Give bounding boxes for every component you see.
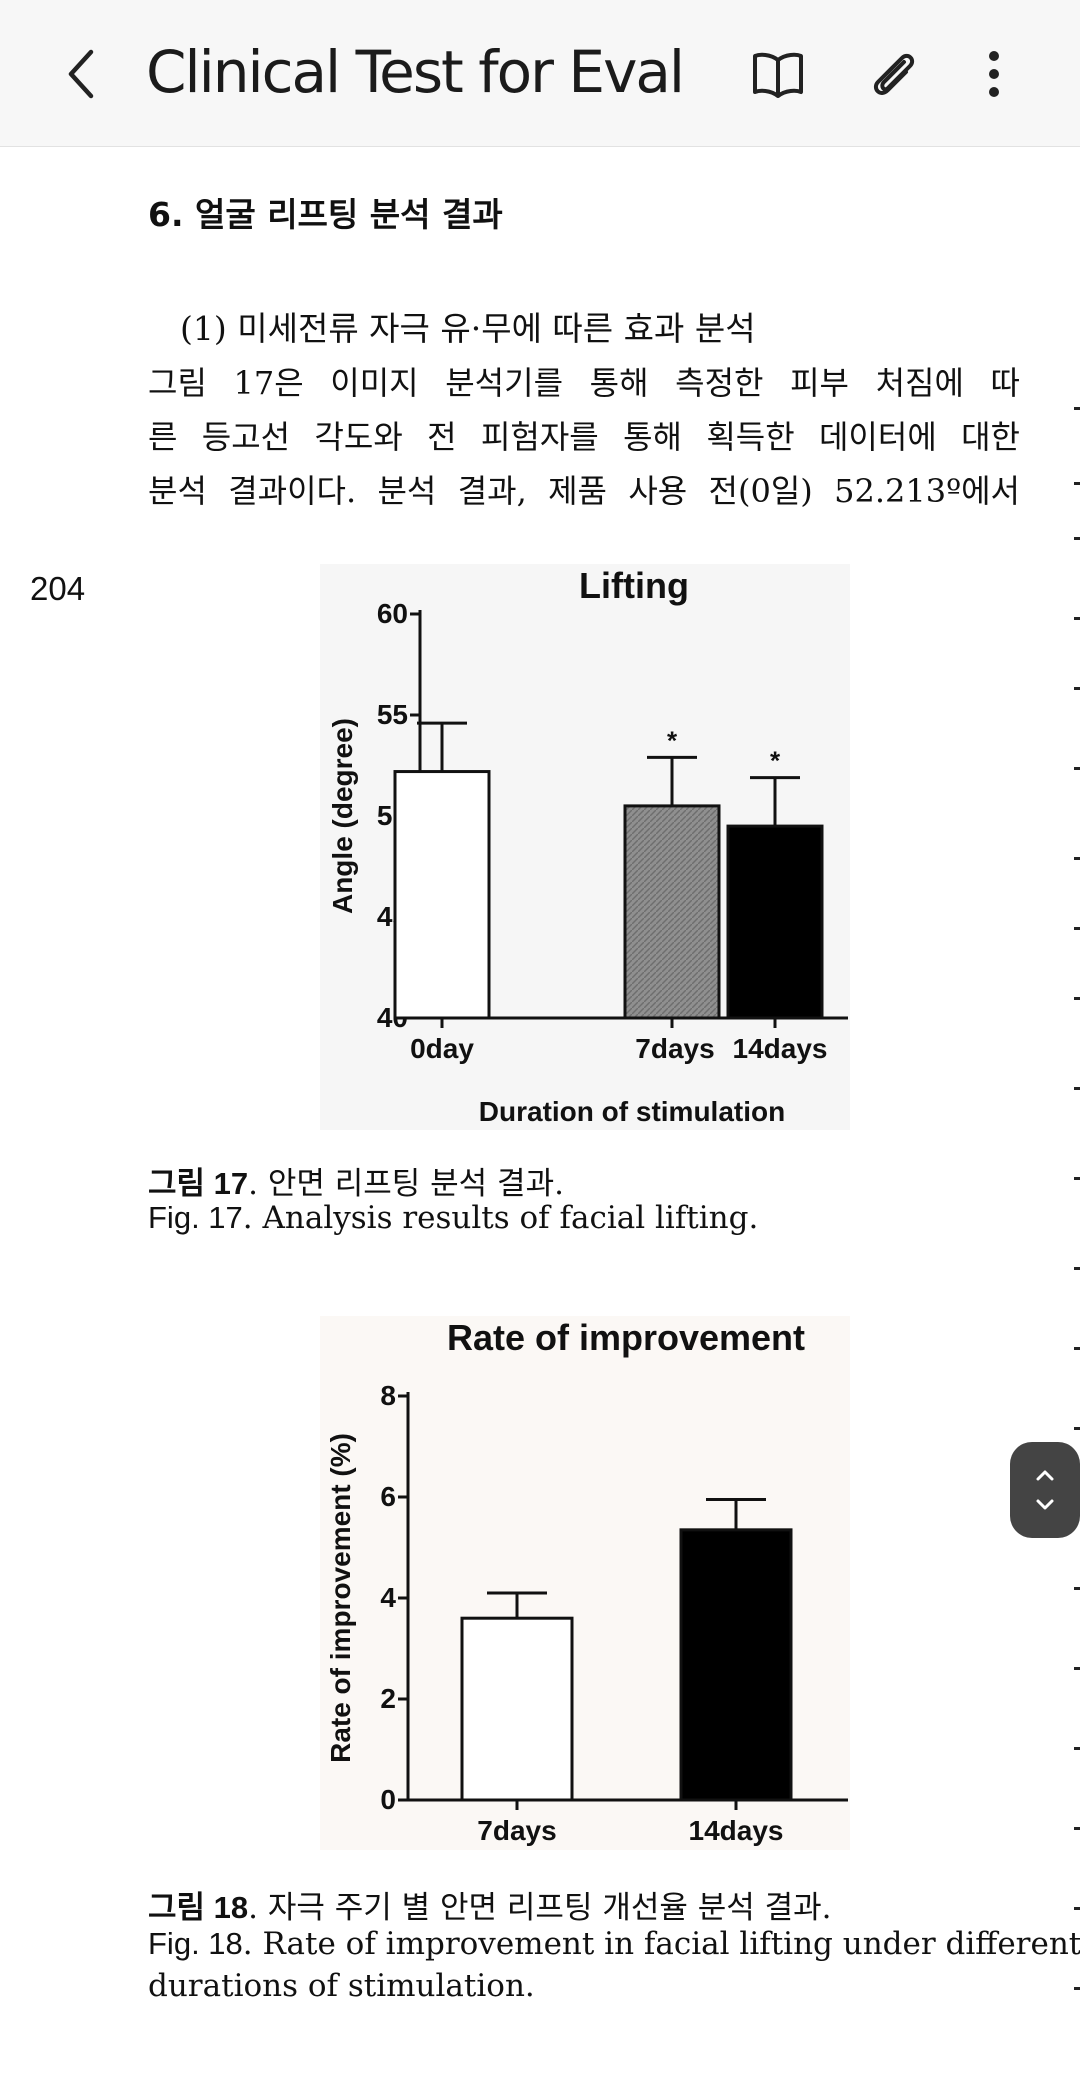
paragraph-line: 그림 17은 이미지 분석기를 통해 측정한 피부 처짐에 따 bbox=[148, 364, 1020, 402]
bar bbox=[460, 1616, 574, 1802]
reading-mode-button[interactable] bbox=[746, 42, 810, 106]
x-axis-label: Duration of stimulation bbox=[479, 1096, 785, 1127]
subsection-heading: (1) 미세전류 자극 유·무에 따른 효과 분석 bbox=[180, 309, 756, 348]
improvement-rate-chart: Rate of improvement 0 2 4 6 8 Rate of improvem… bbox=[320, 1316, 850, 1850]
figure17-caption-ko-text: . 안면 리프팅 분석 결과. bbox=[248, 1166, 564, 1202]
x-tick-label: 7days bbox=[635, 1033, 714, 1064]
bar bbox=[393, 770, 491, 1020]
figure17-caption-en: Fig. 17. Analysis results of facial lift… bbox=[148, 1200, 758, 1236]
figure18-caption-en-text: . Rate of improvement in facial lifting … bbox=[242, 1926, 1080, 1962]
y-tick-label: 2 bbox=[380, 1683, 396, 1714]
paragraph-line: 른 등고선 각도와 전 피험자를 통해 획득한 데이터에 대한 bbox=[148, 418, 1020, 456]
chevron-left-icon bbox=[68, 49, 94, 99]
paragraph-line: 분석 결과이다. 분석 결과, 제품 사용 전(0일) 52.213º에서 bbox=[148, 472, 1020, 510]
significance-marker: * bbox=[770, 746, 781, 776]
section-heading: 6. 얼굴 리프팅 분석 결과 bbox=[148, 195, 503, 234]
y-axis-label: Rate of improvement (%) bbox=[325, 1433, 356, 1763]
figure18-caption-ko: 그림 18. 자극 주기 별 안면 리프팅 개선율 분석 결과. bbox=[148, 1882, 832, 1927]
bar bbox=[679, 1528, 793, 1802]
figure18-caption-ko-text: . 자극 주기 별 안면 리프팅 개선율 분석 결과. bbox=[248, 1890, 832, 1926]
y-tick-label: 0 bbox=[380, 1784, 396, 1815]
more-vert-icon bbox=[989, 51, 999, 97]
figure17-label-ko: 그림 17 bbox=[148, 1166, 249, 1201]
y-tick-label: 60 bbox=[377, 598, 408, 629]
figure17-caption-en-text: . Analysis results of facial lifting. bbox=[242, 1200, 759, 1236]
attachment-button[interactable] bbox=[862, 42, 926, 106]
significance-marker: * bbox=[667, 725, 678, 755]
x-tick-label: 7days bbox=[477, 1815, 556, 1846]
y-axis-label: Angle (degree) bbox=[327, 718, 358, 914]
chart-title: Lifting bbox=[579, 565, 689, 606]
figure17-caption-ko: 그림 17. 안면 리프팅 분석 결과. bbox=[148, 1158, 564, 1203]
app-bar: Clinical Test for Eval… bbox=[0, 0, 1080, 147]
y-tick-label: 8 bbox=[380, 1380, 396, 1411]
figure18-caption-en-line2: durations of stimulation. bbox=[148, 1968, 535, 2004]
document-title: Clinical Test for Eval… bbox=[146, 38, 686, 106]
y-tick-label: 4 bbox=[380, 1582, 396, 1613]
page-number: 204 bbox=[30, 570, 86, 607]
x-tick-label: 14days bbox=[689, 1815, 784, 1846]
figure17-label-en: Fig. 17 bbox=[148, 1200, 243, 1235]
x-tick-label: 0day bbox=[410, 1033, 474, 1064]
figure18-label-en: Fig. 18 bbox=[148, 1926, 243, 1961]
chevron-down-icon[interactable] bbox=[1030, 1490, 1060, 1520]
paperclip-icon bbox=[873, 53, 915, 95]
figure18-label-ko: 그림 18 bbox=[148, 1890, 249, 1925]
y-tick-label: 55 bbox=[377, 699, 408, 730]
y-tick-label: 6 bbox=[380, 1481, 396, 1512]
book-open-icon bbox=[753, 52, 803, 98]
page-scroll-widget[interactable] bbox=[1010, 1442, 1080, 1538]
bar bbox=[623, 804, 721, 1020]
more-options-button[interactable] bbox=[962, 42, 1026, 106]
adjacent-page-edge bbox=[1072, 387, 1080, 2087]
x-tick-label: 14days bbox=[733, 1033, 828, 1064]
figure18-caption-en: Fig. 18. Rate of improvement in facial l… bbox=[148, 1926, 1080, 1962]
chevron-up-icon[interactable] bbox=[1030, 1460, 1060, 1490]
back-button[interactable] bbox=[50, 42, 114, 106]
chart-title: Rate of improvement bbox=[447, 1317, 805, 1358]
bar bbox=[726, 824, 824, 1020]
